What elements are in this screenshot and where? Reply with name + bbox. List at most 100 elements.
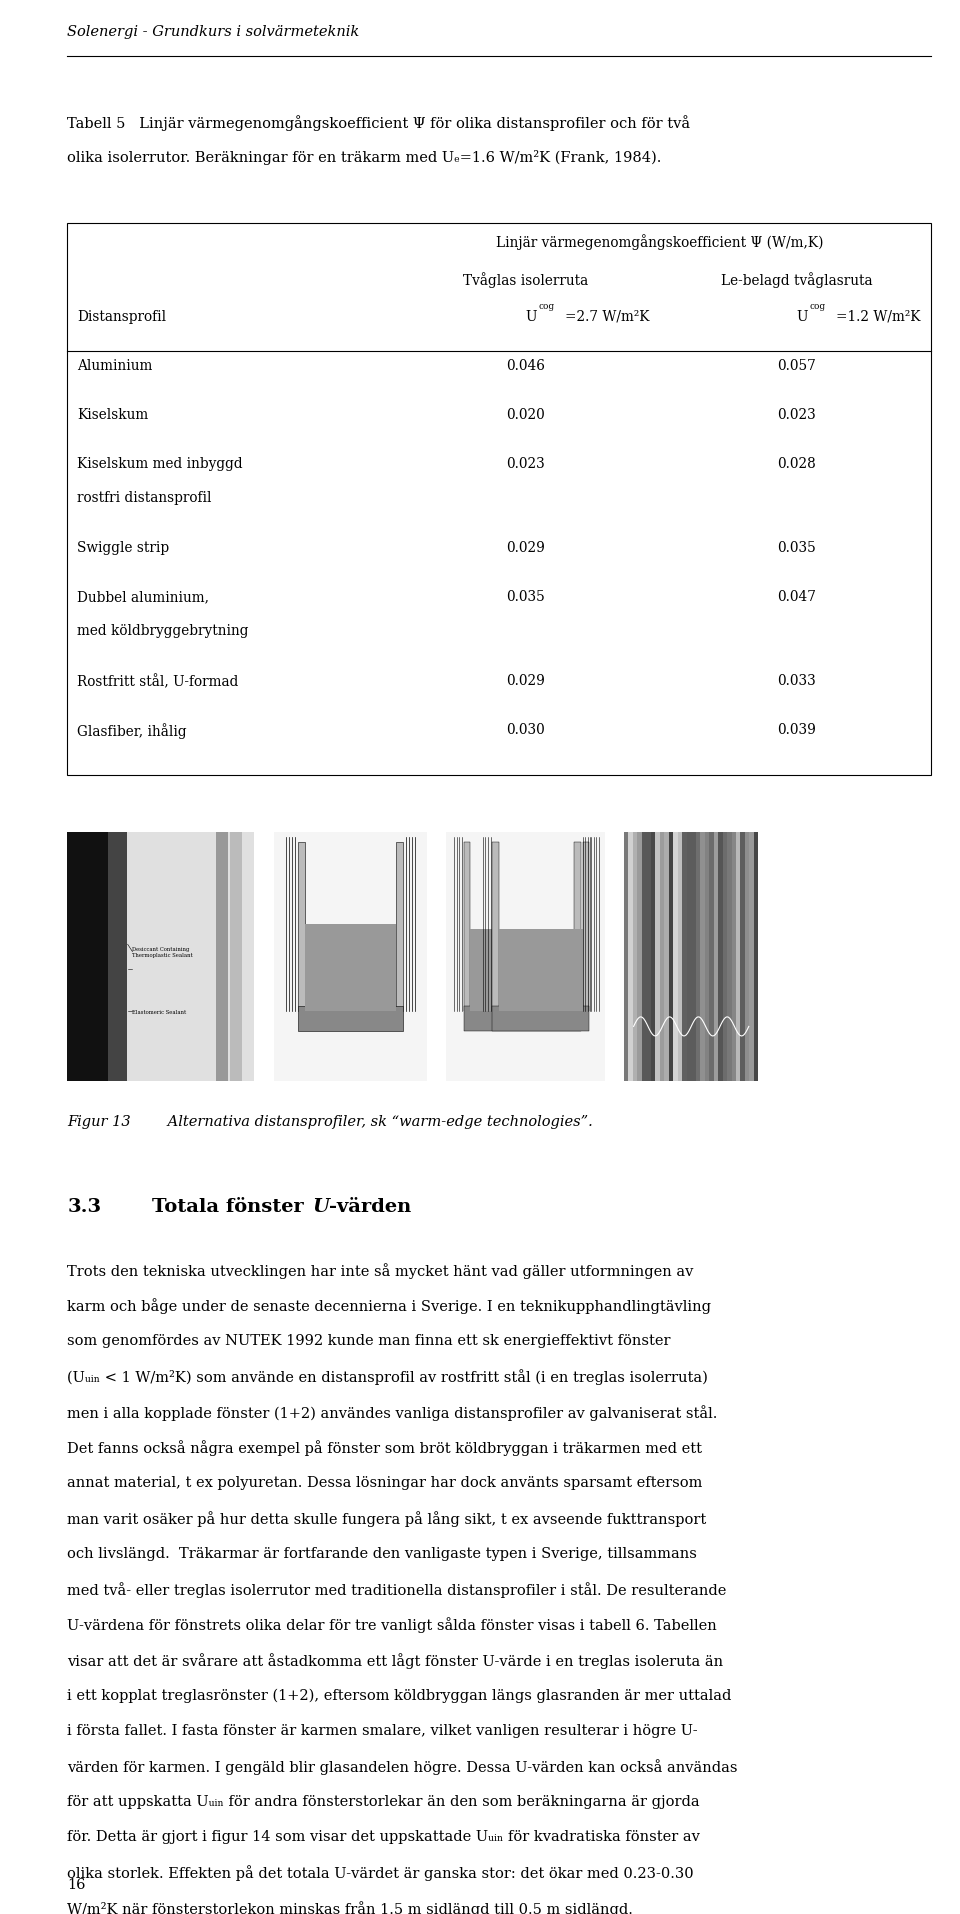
- Text: Le-belagd tvåglasruta: Le-belagd tvåglasruta: [721, 272, 873, 289]
- Text: Totala fönster: Totala fönster: [152, 1198, 310, 1215]
- Bar: [723, 833, 727, 1081]
- Text: Linjär värmegenomgångskoefficient Ψ (W/m,K): Linjär värmegenomgångskoefficient Ψ (W/m…: [496, 234, 824, 249]
- Bar: [642, 833, 646, 1081]
- Text: 0.033: 0.033: [778, 674, 816, 687]
- Bar: [669, 833, 673, 1081]
- Bar: [464, 842, 470, 1013]
- Text: U: U: [797, 310, 808, 323]
- Text: -värden: -värden: [329, 1198, 412, 1215]
- Bar: [499, 930, 583, 1013]
- Bar: [583, 842, 589, 1013]
- Text: 0.046: 0.046: [506, 360, 545, 373]
- Text: 16: 16: [67, 1878, 85, 1891]
- Bar: [686, 833, 691, 1081]
- Bar: [750, 833, 754, 1081]
- Text: Kiselskum med inbyggd: Kiselskum med inbyggd: [77, 457, 243, 471]
- Bar: [305, 924, 396, 1013]
- Bar: [754, 833, 758, 1081]
- Bar: [574, 842, 581, 1013]
- Bar: [633, 833, 637, 1081]
- Text: 0.028: 0.028: [778, 457, 816, 471]
- Text: W/m²K när fönsterstorlekon minskas från 1.5 m sidlängd till 0.5 m sidlängd.: W/m²K när fönsterstorlekon minskas från …: [67, 1901, 633, 1914]
- Bar: [705, 833, 709, 1081]
- Bar: [718, 833, 723, 1081]
- Text: för. Detta är gjort i figur 14 som visar det uppskattade Uᵤᵢₙ för kvadratiska fö: för. Detta är gjort i figur 14 som visar…: [67, 1830, 700, 1843]
- Text: och livslängd.  Träkarmar är fortfarande den vanligaste typen i Sverige, tillsam: och livslängd. Träkarmar är fortfarande …: [67, 1547, 697, 1560]
- Text: 0.030: 0.030: [506, 723, 545, 737]
- Bar: [298, 1007, 403, 1032]
- Text: 0.029: 0.029: [506, 674, 545, 687]
- Text: 0.023: 0.023: [778, 408, 816, 421]
- Text: Figur 13        Alternativa distansprofiler, sk “warm-edge technologies”.: Figur 13 Alternativa distansprofiler, sk…: [67, 1114, 593, 1127]
- Text: visar att det är svårare att åstadkomma ett lågt fönster U-värde i en treglas is: visar att det är svårare att åstadkomma …: [67, 1652, 723, 1667]
- Bar: [664, 833, 669, 1081]
- Bar: [464, 1007, 581, 1032]
- Bar: [660, 833, 664, 1081]
- Bar: [696, 833, 700, 1081]
- Bar: [624, 833, 629, 1081]
- Text: 0.047: 0.047: [778, 590, 816, 603]
- Text: för att uppskatta Uᵤᵢₙ för andra fönsterstorlekar än den som beräkningarna är gj: för att uppskatta Uᵤᵢₙ för andra fönster…: [67, 1793, 700, 1807]
- Text: Distansprofil: Distansprofil: [77, 310, 166, 323]
- Text: 0.035: 0.035: [778, 542, 816, 555]
- Text: i ett kopplat treglasrönster (1+2), eftersom köldbryggan längs glasranden är mer: i ett kopplat treglasrönster (1+2), efte…: [67, 1688, 732, 1702]
- Bar: [67, 833, 254, 1081]
- Text: 0.039: 0.039: [778, 723, 816, 737]
- Bar: [727, 833, 732, 1081]
- Text: Trots den tekniska utvecklingen har inte så mycket hänt vad gäller utformningen : Trots den tekniska utvecklingen har inte…: [67, 1263, 693, 1279]
- Bar: [67, 833, 108, 1081]
- Text: man varit osäker på hur detta skulle fungera på lång sikt, t ex avseende fukttra: man varit osäker på hur detta skulle fun…: [67, 1510, 707, 1525]
- Text: Kiselskum: Kiselskum: [77, 408, 148, 421]
- Text: Rostfritt stål, U-formad: Rostfritt stål, U-formad: [77, 674, 238, 689]
- Text: olika isolerrutor. Beräkningar för en träkarm med Uₑ=1.6 W/m²K (Frank, 1984).: olika isolerrutor. Beräkningar för en tr…: [67, 151, 661, 165]
- Bar: [678, 833, 683, 1081]
- Text: cog: cog: [809, 302, 826, 310]
- Text: värden för karmen. I gengäld blir glasandelen högre. Dessa U-värden kan också an: värden för karmen. I gengäld blir glasan…: [67, 1759, 737, 1774]
- Text: U: U: [312, 1198, 329, 1215]
- Text: Glasfiber, ihålig: Glasfiber, ihålig: [77, 723, 186, 739]
- Text: med två- eller treglas isolerrutor med traditionella distansprofiler i stål. De : med två- eller treglas isolerrutor med t…: [67, 1581, 727, 1596]
- Text: Tvåglas isolerruta: Tvåglas isolerruta: [463, 272, 588, 289]
- Text: =1.2 W/m²K: =1.2 W/m²K: [836, 310, 921, 323]
- Text: Dubbel aluminium,: Dubbel aluminium,: [77, 590, 209, 603]
- Bar: [230, 833, 242, 1081]
- Text: Det fanns också några exempel på fönster som bröt köldbryggan i träkarmen med et: Det fanns också några exempel på fönster…: [67, 1439, 702, 1455]
- Text: karm och båge under de senaste decennierna i Sverige. I en teknikupphandlingtävl: karm och båge under de senaste decennier…: [67, 1298, 711, 1313]
- Bar: [651, 833, 656, 1081]
- Bar: [629, 833, 633, 1081]
- Text: 0.057: 0.057: [778, 360, 816, 373]
- Text: Aluminium: Aluminium: [77, 360, 153, 373]
- Bar: [274, 833, 427, 1081]
- Bar: [67, 224, 931, 775]
- Text: som genomfördes av NUTEK 1992 kunde man finna ett sk energieffektivt fönster: som genomfördes av NUTEK 1992 kunde man …: [67, 1334, 671, 1347]
- Text: cog: cog: [538, 302, 554, 310]
- Text: U: U: [526, 310, 537, 323]
- Bar: [492, 1007, 589, 1032]
- Text: 0.029: 0.029: [506, 542, 545, 555]
- Text: Desiccant Containing
Thermoplastic Sealant: Desiccant Containing Thermoplastic Seala…: [132, 947, 193, 957]
- Bar: [108, 833, 127, 1081]
- Text: (Uᵤᵢₙ < 1 W/m²K) som använde en distansprofil av rostfritt stål (i en treglas is: (Uᵤᵢₙ < 1 W/m²K) som använde en distansp…: [67, 1369, 708, 1384]
- Text: Swiggle strip: Swiggle strip: [77, 542, 169, 555]
- Text: olika storlek. Effekten på det totala U-värdet är ganska stor: det ökar med 0.23: olika storlek. Effekten på det totala U-…: [67, 1864, 694, 1880]
- Text: i första fallet. I fasta fönster är karmen smalare, vilket vanligen resulterar i: i första fallet. I fasta fönster är karm…: [67, 1723, 698, 1736]
- Bar: [736, 833, 740, 1081]
- Bar: [683, 833, 686, 1081]
- Bar: [740, 833, 745, 1081]
- Bar: [470, 930, 574, 1013]
- Text: U-värdena för fönstrets olika delar för tre vanligt sålda fönster visas i tabell: U-värdena för fönstrets olika delar för …: [67, 1617, 717, 1633]
- Text: =2.7 W/m²K: =2.7 W/m²K: [564, 310, 650, 323]
- Bar: [298, 842, 305, 1013]
- Text: rostfri distansprofil: rostfri distansprofil: [77, 490, 211, 503]
- Bar: [396, 842, 403, 1013]
- Text: Tabell 5   Linjär värmegenomgångskoefficient Ψ för olika distansprofiler och för: Tabell 5 Linjär värmegenomgångskoefficie…: [67, 115, 690, 130]
- Bar: [691, 833, 696, 1081]
- Bar: [713, 833, 718, 1081]
- Bar: [637, 833, 642, 1081]
- Bar: [673, 833, 678, 1081]
- Bar: [216, 833, 228, 1081]
- Bar: [700, 833, 705, 1081]
- Bar: [656, 833, 660, 1081]
- Bar: [745, 833, 750, 1081]
- Text: annat material, t ex polyuretan. Dessa lösningar har dock använts sparsamt efter: annat material, t ex polyuretan. Dessa l…: [67, 1476, 703, 1489]
